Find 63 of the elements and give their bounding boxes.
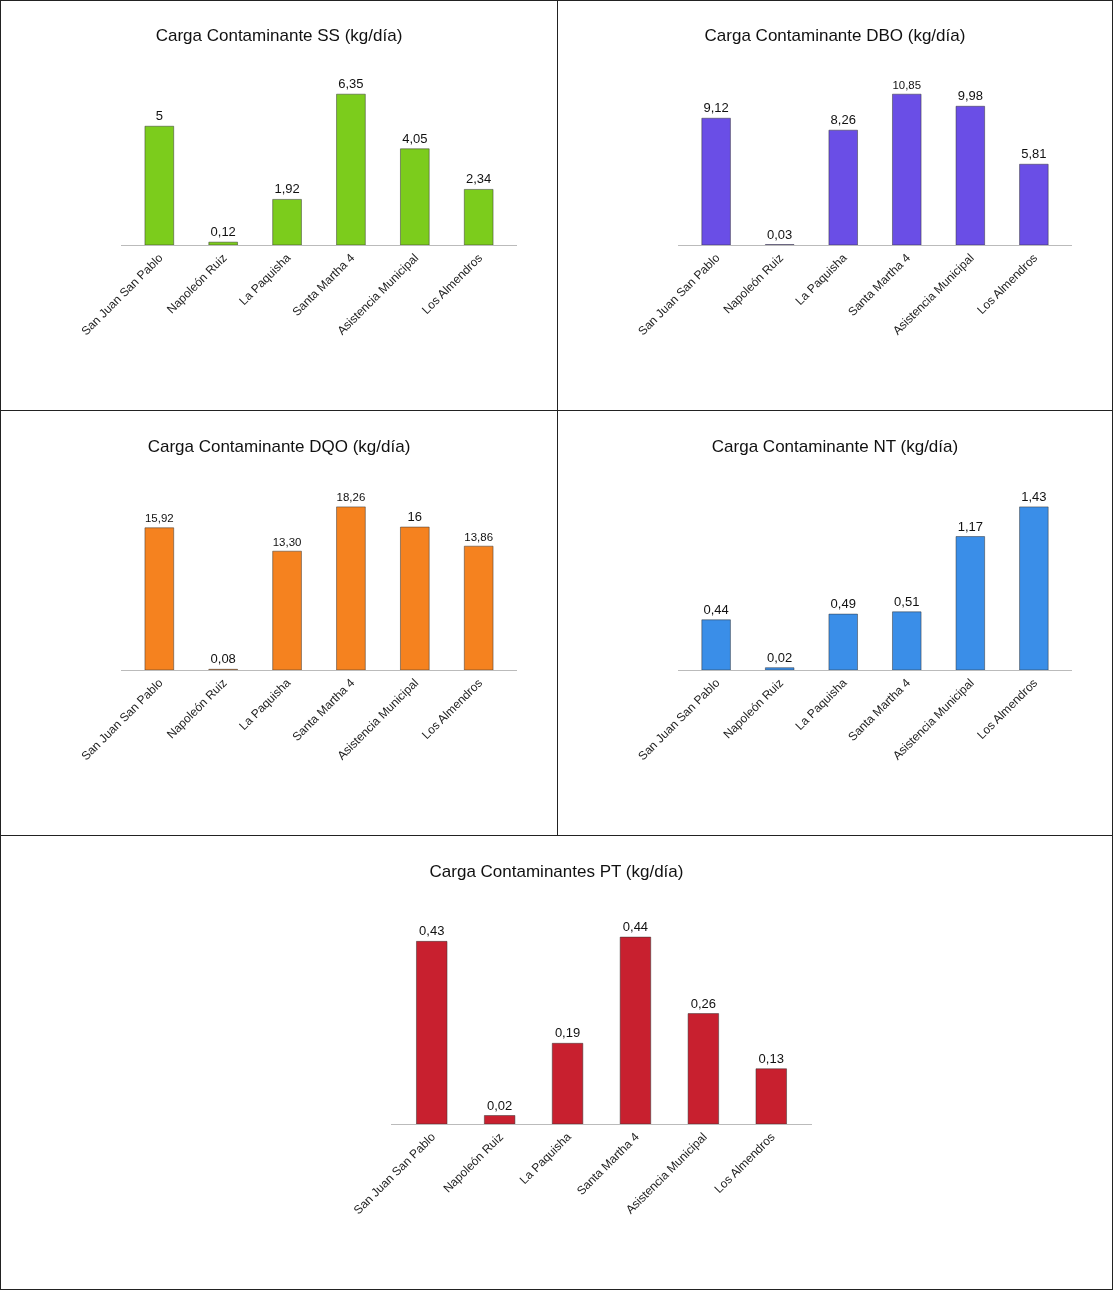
bar [400, 526, 430, 670]
data-label: 0,19 [554, 1025, 581, 1041]
data-label: 9,12 [703, 100, 729, 116]
data-label: 1,17 [957, 518, 983, 534]
bar [955, 106, 985, 245]
bar [619, 936, 651, 1124]
bar [955, 536, 985, 670]
data-label: 0,26 [690, 995, 717, 1011]
bar [828, 129, 858, 245]
data-label: 0,02 [767, 649, 793, 665]
chart-title: Carga Contaminante NT (kg/día) [711, 436, 959, 456]
data-label: 0,44 [703, 601, 729, 617]
data-label: 1,92 [274, 181, 300, 197]
bar [687, 1013, 719, 1124]
data-label: 0,03 [767, 226, 793, 242]
data-label: 0,44 [622, 919, 649, 935]
data-label: 9,98 [957, 88, 983, 104]
bar [272, 550, 302, 670]
bar [484, 1115, 516, 1124]
data-label: 13,86 [464, 530, 494, 543]
chart-title: Carga Contaminante SS (kg/día) [155, 26, 403, 46]
chart-title: Carga Contaminante DBO (kg/día) [704, 26, 966, 46]
data-label: 16 [407, 509, 423, 525]
chart-title: Carga Contaminante DQO (kg/día) [147, 436, 411, 456]
data-label: 6,35 [338, 76, 364, 92]
bar [701, 619, 731, 670]
chart-title: Carga Contaminantes PT (kg/día) [429, 862, 684, 882]
bar [272, 199, 302, 245]
bar [701, 117, 731, 245]
bar [208, 241, 238, 245]
bar [464, 189, 494, 245]
bar [552, 1043, 584, 1124]
data-label: 5,81 [1021, 146, 1047, 162]
bar [416, 941, 448, 1124]
data-label: 18,26 [336, 491, 366, 504]
data-label: 13,30 [272, 535, 302, 548]
bar [892, 611, 922, 670]
data-label: 4,05 [402, 130, 428, 146]
data-label: 0,02 [486, 1097, 513, 1113]
bar [464, 545, 494, 670]
bar [336, 93, 366, 245]
data-label: 0,49 [830, 596, 856, 612]
data-label: 15,92 [144, 512, 174, 525]
data-label: 8,26 [830, 112, 856, 128]
data-label: 1,43 [1021, 488, 1047, 504]
bar [144, 527, 174, 670]
data-label: 0,13 [758, 1050, 784, 1066]
bar [336, 506, 366, 670]
data-label: 2,34 [466, 171, 492, 187]
data-label: 0,43 [419, 923, 445, 939]
bar [1019, 506, 1049, 670]
data-label: 5 [155, 108, 163, 124]
data-label: 10,85 [892, 78, 922, 91]
bar [828, 613, 858, 670]
bar [892, 93, 922, 245]
bar [765, 667, 795, 670]
bar [755, 1068, 787, 1124]
data-label: 0,08 [210, 651, 236, 667]
bar [1019, 163, 1049, 245]
data-label: 0,12 [210, 224, 236, 240]
bar [400, 148, 430, 245]
data-label: 0,51 [894, 593, 920, 609]
bar [144, 125, 174, 245]
